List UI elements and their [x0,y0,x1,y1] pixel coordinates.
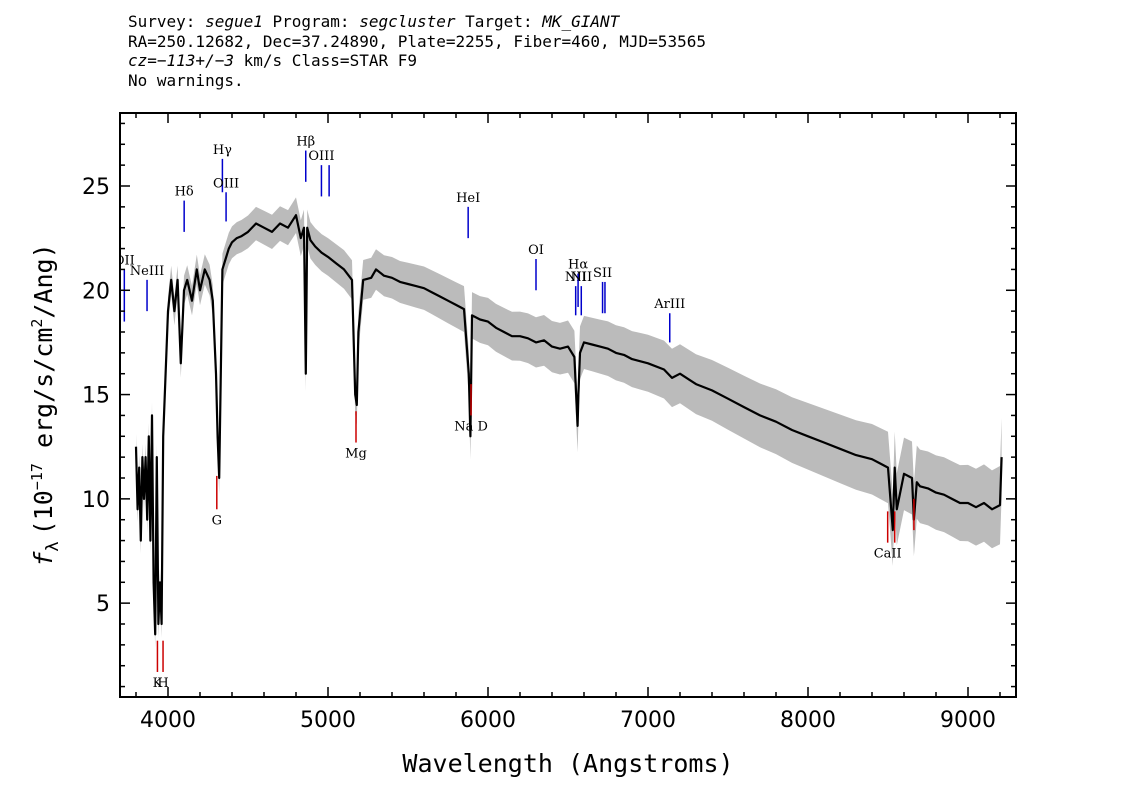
ylabel-mid: erg/s/cm [29,328,58,463]
emission-line-label-3: Hγ [213,143,232,158]
absorption-line-label-2: G [212,513,222,528]
emission-line-label-11: Hα [568,258,588,273]
header-line-survey: Survey: segue1 Program: segcluster Targe… [128,12,706,32]
axes: 4000 5000 6000 7000 8000 9000 5 10 15 20 25 [82,113,1016,733]
emission-line-label-5: Hβ [296,135,315,150]
emission-line-label-6: OIII [308,149,334,164]
y-tick-label-20: 20 [82,279,110,304]
ylabel-f: f [29,551,58,567]
emission-line-label-9: OI [528,243,544,258]
program-label: Program: [262,12,360,31]
emission-line-label-4: OIII [213,176,239,191]
absorption-line-label-5: CaII [874,547,902,562]
flux-line [134,214,1003,636]
header-line-coordinates: RA=250.12682, Dec=37.24890, Plate=2255, … [128,31,706,51]
ylabel-exp: −17 [28,463,46,490]
spectrum-header: Survey: segue1 Program: segcluster Targe… [128,12,706,90]
x-tick-label-7000: 7000 [620,708,676,733]
class-value: km/s Class=STAR F9 [233,51,417,70]
ylabel-post: /Ang) [29,243,58,318]
emission-line-label-12: NII [570,270,592,285]
y-tick-label-25: 25 [82,175,110,200]
y-axis-title: fλ (10−17 erg/s/cm2/Ang) [28,243,63,566]
header-line-warnings: No warnings. [128,70,244,90]
absorption-line-label-1: H [157,676,168,691]
emission-line-label-2: Hδ [175,185,194,200]
absorption-line-label-0: K [153,676,163,691]
x-tick-label-9000: 9000 [940,708,996,733]
emission-line-label-13: SII [593,266,612,281]
x-tick-label-5000: 5000 [300,708,356,733]
header-line-redshift: cz=−113+/−3 km/s Class=STAR F9 [128,51,706,71]
emission-line-label-8: HeI [456,191,480,206]
ylabel-lambda: λ [43,541,63,551]
y-tick-label-10: 10 [82,488,110,513]
redshift-value: cz=−113+/−3 [128,51,234,70]
x-axis-title: Wavelength (Angstroms) [402,749,733,778]
emission-line-label-0: OII [114,253,135,268]
target-value: MK_GIANT [542,12,620,31]
ylabel-pre: (10 [29,490,58,535]
absorption-line-label-4: Na D [454,419,488,434]
survey-value: segue1 [205,12,263,31]
emission-line-label-10: NII [565,270,587,285]
y-tick-label-15: 15 [82,384,110,409]
emission-line-label-1: NeIII [130,264,164,279]
ylabel-exp2: 2 [28,319,46,328]
survey-label: Survey: [128,12,206,31]
y-tick-label-5: 5 [96,592,110,617]
x-tick-label-4000: 4000 [140,708,196,733]
program-value: segcluster [359,12,456,31]
emission-line-label-15: ArIII [653,297,685,312]
x-tick-label-6000: 6000 [460,708,516,733]
plot-frame [119,112,1017,698]
x-tick-label-8000: 8000 [780,708,836,733]
absorption-line-label-3: Mg [345,447,367,462]
target-label: Target: [455,12,543,31]
